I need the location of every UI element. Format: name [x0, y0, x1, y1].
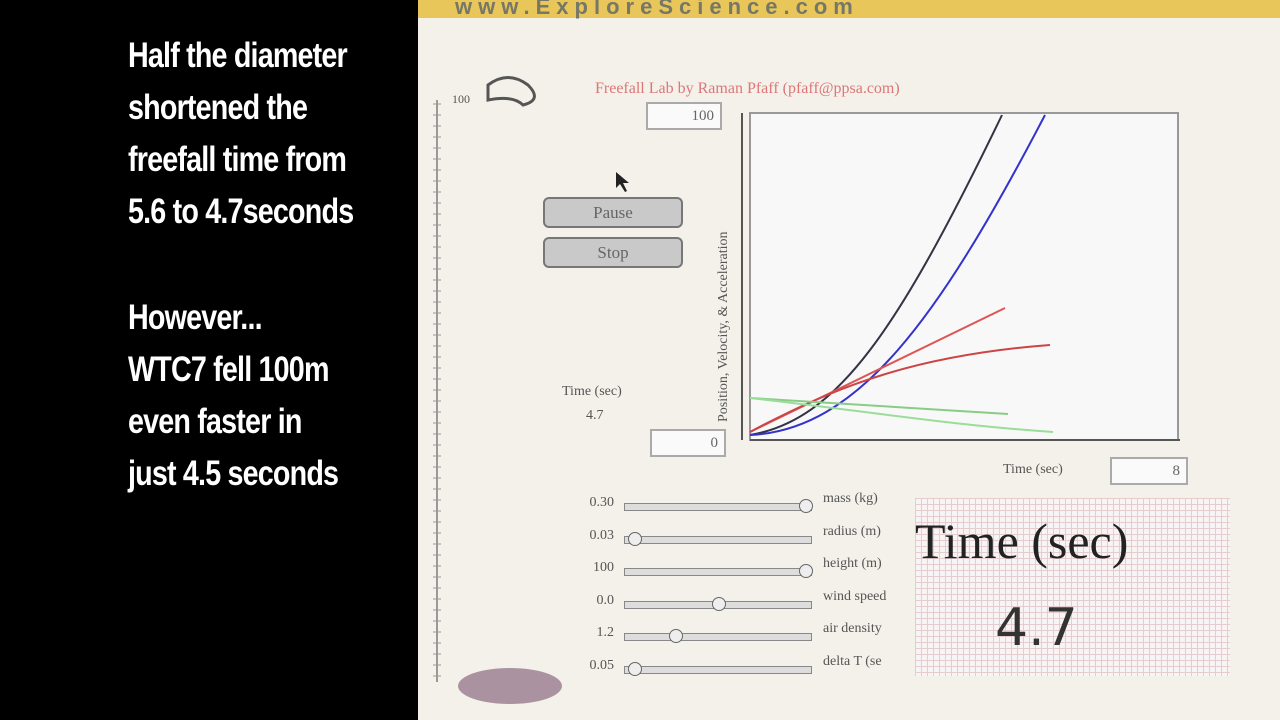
caption-line: just 4.5 seconds	[128, 454, 339, 493]
slider-value: 0.05	[589, 657, 615, 673]
acceleration-curve	[749, 397, 1009, 415]
slider-track[interactable]	[624, 564, 813, 578]
slider-value: 0.0	[596, 592, 615, 608]
acceleration-curve	[749, 397, 1054, 433]
slider-knob[interactable]	[668, 629, 683, 643]
slider-track[interactable]	[624, 629, 812, 643]
slider-track[interactable]	[624, 661, 812, 676]
caption-line: WTC7 fell 100m	[128, 350, 329, 389]
caption-line: 5.6 to 4.7seconds	[128, 192, 354, 231]
position-curve	[749, 114, 1046, 436]
x-axis-label: Time (sec)	[1003, 462, 1063, 477]
y-min-field[interactable]: 0	[650, 429, 726, 457]
height-scale-ticks	[433, 103, 441, 677]
slider-value: 0.03	[589, 527, 615, 543]
stop-button[interactable]: Stop	[543, 237, 683, 268]
logo-icon	[458, 668, 562, 704]
slider-track[interactable]	[624, 531, 812, 546]
time-display: Time (sec) 4.7	[915, 498, 1230, 676]
slider-label: air density	[823, 621, 882, 636]
ball-icon	[486, 76, 536, 107]
slider-label: height (m)	[823, 556, 882, 571]
time-value: 4.7	[586, 408, 604, 423]
slider-value: 1.2	[596, 625, 615, 640]
caption-line: shortened the	[128, 88, 308, 127]
slider-knob[interactable]	[799, 499, 813, 513]
slider-value: 0.30	[589, 495, 615, 510]
slider-knob[interactable]	[628, 531, 643, 546]
caption-paragraph: However... WTC7 fell 100m even faster in…	[128, 292, 339, 500]
time-label: Time (sec)	[562, 384, 622, 399]
app-graphics	[433, 76, 1180, 704]
caption-line: freefall time from	[128, 140, 347, 179]
slider-value: 100	[593, 560, 614, 575]
slider-track[interactable]	[624, 499, 813, 513]
scale-top-label: 100	[452, 92, 470, 106]
slider-label: mass (kg)	[823, 491, 878, 506]
slider-label: radius (m)	[823, 523, 881, 539]
slider-knob[interactable]	[712, 596, 726, 611]
velocity-curve	[749, 344, 1051, 433]
mouse-cursor	[616, 172, 629, 192]
app-title: Freefall Lab by Raman Pfaff (pfaff@ppsa.…	[595, 80, 900, 97]
header-bar	[418, 0, 1280, 18]
slider-knob[interactable]	[628, 661, 643, 676]
x-max-field[interactable]: 8	[1110, 457, 1188, 485]
slider-track[interactable]	[624, 596, 812, 611]
display-value: 4.7	[995, 598, 1078, 658]
y-axis-label: Position, Velocity, & Acceleration	[716, 231, 731, 422]
caption-line: However...	[128, 298, 263, 337]
caption-panel: Half the diameter shortened the freefall…	[0, 0, 418, 720]
display-label: Time (sec)	[915, 513, 1129, 569]
caption-line: even faster in	[128, 402, 302, 441]
plot-area	[749, 112, 1179, 441]
slider-label: delta T (se	[823, 653, 882, 669]
slider-knob[interactable]	[799, 564, 813, 578]
slider-label: wind speed	[823, 588, 887, 604]
position-curve	[749, 114, 1003, 436]
pause-button[interactable]: Pause	[543, 197, 683, 228]
caption-paragraph: Half the diameter shortened the freefall…	[128, 30, 354, 238]
caption-line: Half the diameter	[128, 36, 348, 75]
header-url: www.ExploreScience.com	[455, 0, 859, 19]
y-max-field[interactable]: 100	[646, 102, 722, 130]
